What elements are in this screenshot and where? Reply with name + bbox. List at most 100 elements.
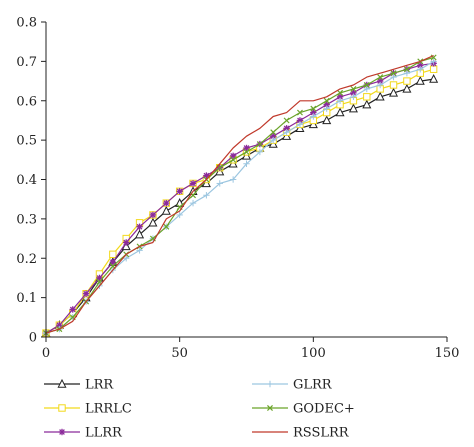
marker-stroke [430, 54, 437, 61]
data-point-lrrlc [403, 77, 411, 85]
data-point-godec [323, 97, 330, 104]
marker-stroke [109, 263, 116, 270]
legend-label: LLRR [85, 426, 123, 441]
marker-stroke [69, 306, 76, 313]
data-point-llrr [189, 180, 197, 187]
marker-stroke [403, 66, 410, 73]
data-point-lrrlc [429, 65, 438, 73]
marker-stroke [310, 105, 317, 112]
data-point-godec [163, 223, 170, 230]
y-tick-label: 0.6 [16, 94, 37, 109]
marker-stroke [176, 204, 183, 211]
marker-stroke [83, 290, 89, 297]
data-point-llrr [82, 290, 90, 297]
data-point-godec [283, 117, 290, 124]
data-point-godec [403, 66, 410, 73]
data-point-glrr [376, 81, 384, 89]
data-point-glrr [296, 121, 304, 128]
legend-item-lrr: LRR [44, 378, 114, 393]
legend-swatch-marker [57, 378, 67, 388]
series-line-godec [45, 56, 434, 334]
marker-stroke [59, 429, 65, 435]
y-tick-label: 0.4 [16, 173, 37, 188]
data-point-lrr [362, 99, 372, 109]
data-point-glrr [323, 105, 330, 112]
marker-stroke [123, 239, 130, 246]
data-point-glrr [417, 66, 424, 73]
marker-stroke [230, 156, 237, 163]
data-point-glrr [310, 113, 317, 120]
marker-stroke [297, 117, 303, 124]
data-point-glrr [350, 93, 357, 101]
data-point-godec [363, 82, 370, 88]
x-tick-label: 100 [301, 346, 326, 361]
data-point-lrr [148, 217, 158, 227]
series-line-lrr [45, 78, 434, 334]
y-tick-label: 0.3 [16, 212, 37, 227]
data-point-lrr [429, 73, 439, 83]
legend-item-rsslrr: RSSLRR [252, 426, 350, 441]
data-point-lrr [135, 229, 145, 239]
data-point-lrr [389, 87, 399, 97]
legend-item-godec: GODEC+ [252, 402, 355, 417]
data-point-llrr [176, 188, 183, 195]
marker-stroke [270, 129, 277, 136]
legend-swatch-marker [58, 404, 66, 412]
legend-item-glrr: GLRR [252, 378, 333, 393]
marker-stroke [390, 70, 397, 77]
series-line-llrr [45, 62, 434, 334]
data-point-glrr [136, 247, 143, 254]
data-point-lrrlc [109, 250, 117, 259]
marker-stroke [296, 109, 303, 116]
data-point-lrrlc [363, 93, 371, 101]
series-rsslrr [45, 54, 434, 334]
data-point-lrr [348, 103, 358, 113]
data-point-glrr [243, 160, 250, 167]
data-point-godec [310, 105, 317, 112]
y-tick-label: 0.2 [16, 252, 37, 267]
legend-item-lrrlc: LRRLC [44, 402, 132, 417]
data-point-lrr [402, 83, 412, 93]
data-point-lrr [415, 75, 425, 85]
y-tick-label: 0.7 [16, 55, 37, 70]
axes: 0 0.1 0.2 0.3 0.4 0.5 0.6 0.7 0.8 0 50 100 150 [16, 16, 459, 362]
marker-stroke [69, 314, 76, 321]
legend-item-llrr: LLRR [44, 426, 123, 441]
data-point-glrr [390, 73, 397, 81]
y-tick-label: 0 [29, 331, 37, 346]
marker-stroke [323, 97, 330, 104]
data-point-lrr [322, 115, 332, 125]
data-point-godec [270, 129, 277, 136]
series-godec [43, 54, 437, 337]
data-point-glrr [403, 69, 411, 77]
data-point-glrr [176, 211, 183, 219]
marker-stroke [283, 125, 290, 132]
data-point-glrr [363, 85, 370, 93]
data-point-llrr [123, 239, 130, 246]
marker-stroke [190, 180, 196, 187]
data-point-llrr [69, 306, 76, 313]
marker-stroke [136, 223, 143, 230]
marker-stroke [216, 164, 223, 171]
marker-stroke [243, 148, 250, 155]
marker-stroke [149, 235, 156, 242]
x-tick-label: 150 [435, 346, 460, 361]
x-tick-label: 50 [171, 346, 188, 361]
legend-swatch-marker [266, 380, 274, 388]
marker-stroke [176, 188, 183, 195]
legend-label: GODEC+ [293, 402, 355, 417]
data-point-glrr [203, 192, 210, 199]
data-point-llrr [163, 199, 170, 207]
data-point-glrr [229, 176, 237, 183]
marker-stroke [190, 192, 197, 199]
y-tick-label: 0.1 [16, 291, 37, 306]
marker-stroke [96, 278, 103, 285]
data-point-glrr [270, 136, 277, 144]
series-llrr [42, 60, 437, 337]
marker-stroke [350, 85, 357, 92]
data-point-lrr [335, 107, 345, 117]
data-point-glrr [216, 180, 223, 187]
legend-label: LRR [85, 378, 114, 393]
data-point-godec [256, 141, 263, 148]
legend: LRR LRRLC LLRR GLRR GODEC+ RSSLRR [44, 378, 355, 441]
